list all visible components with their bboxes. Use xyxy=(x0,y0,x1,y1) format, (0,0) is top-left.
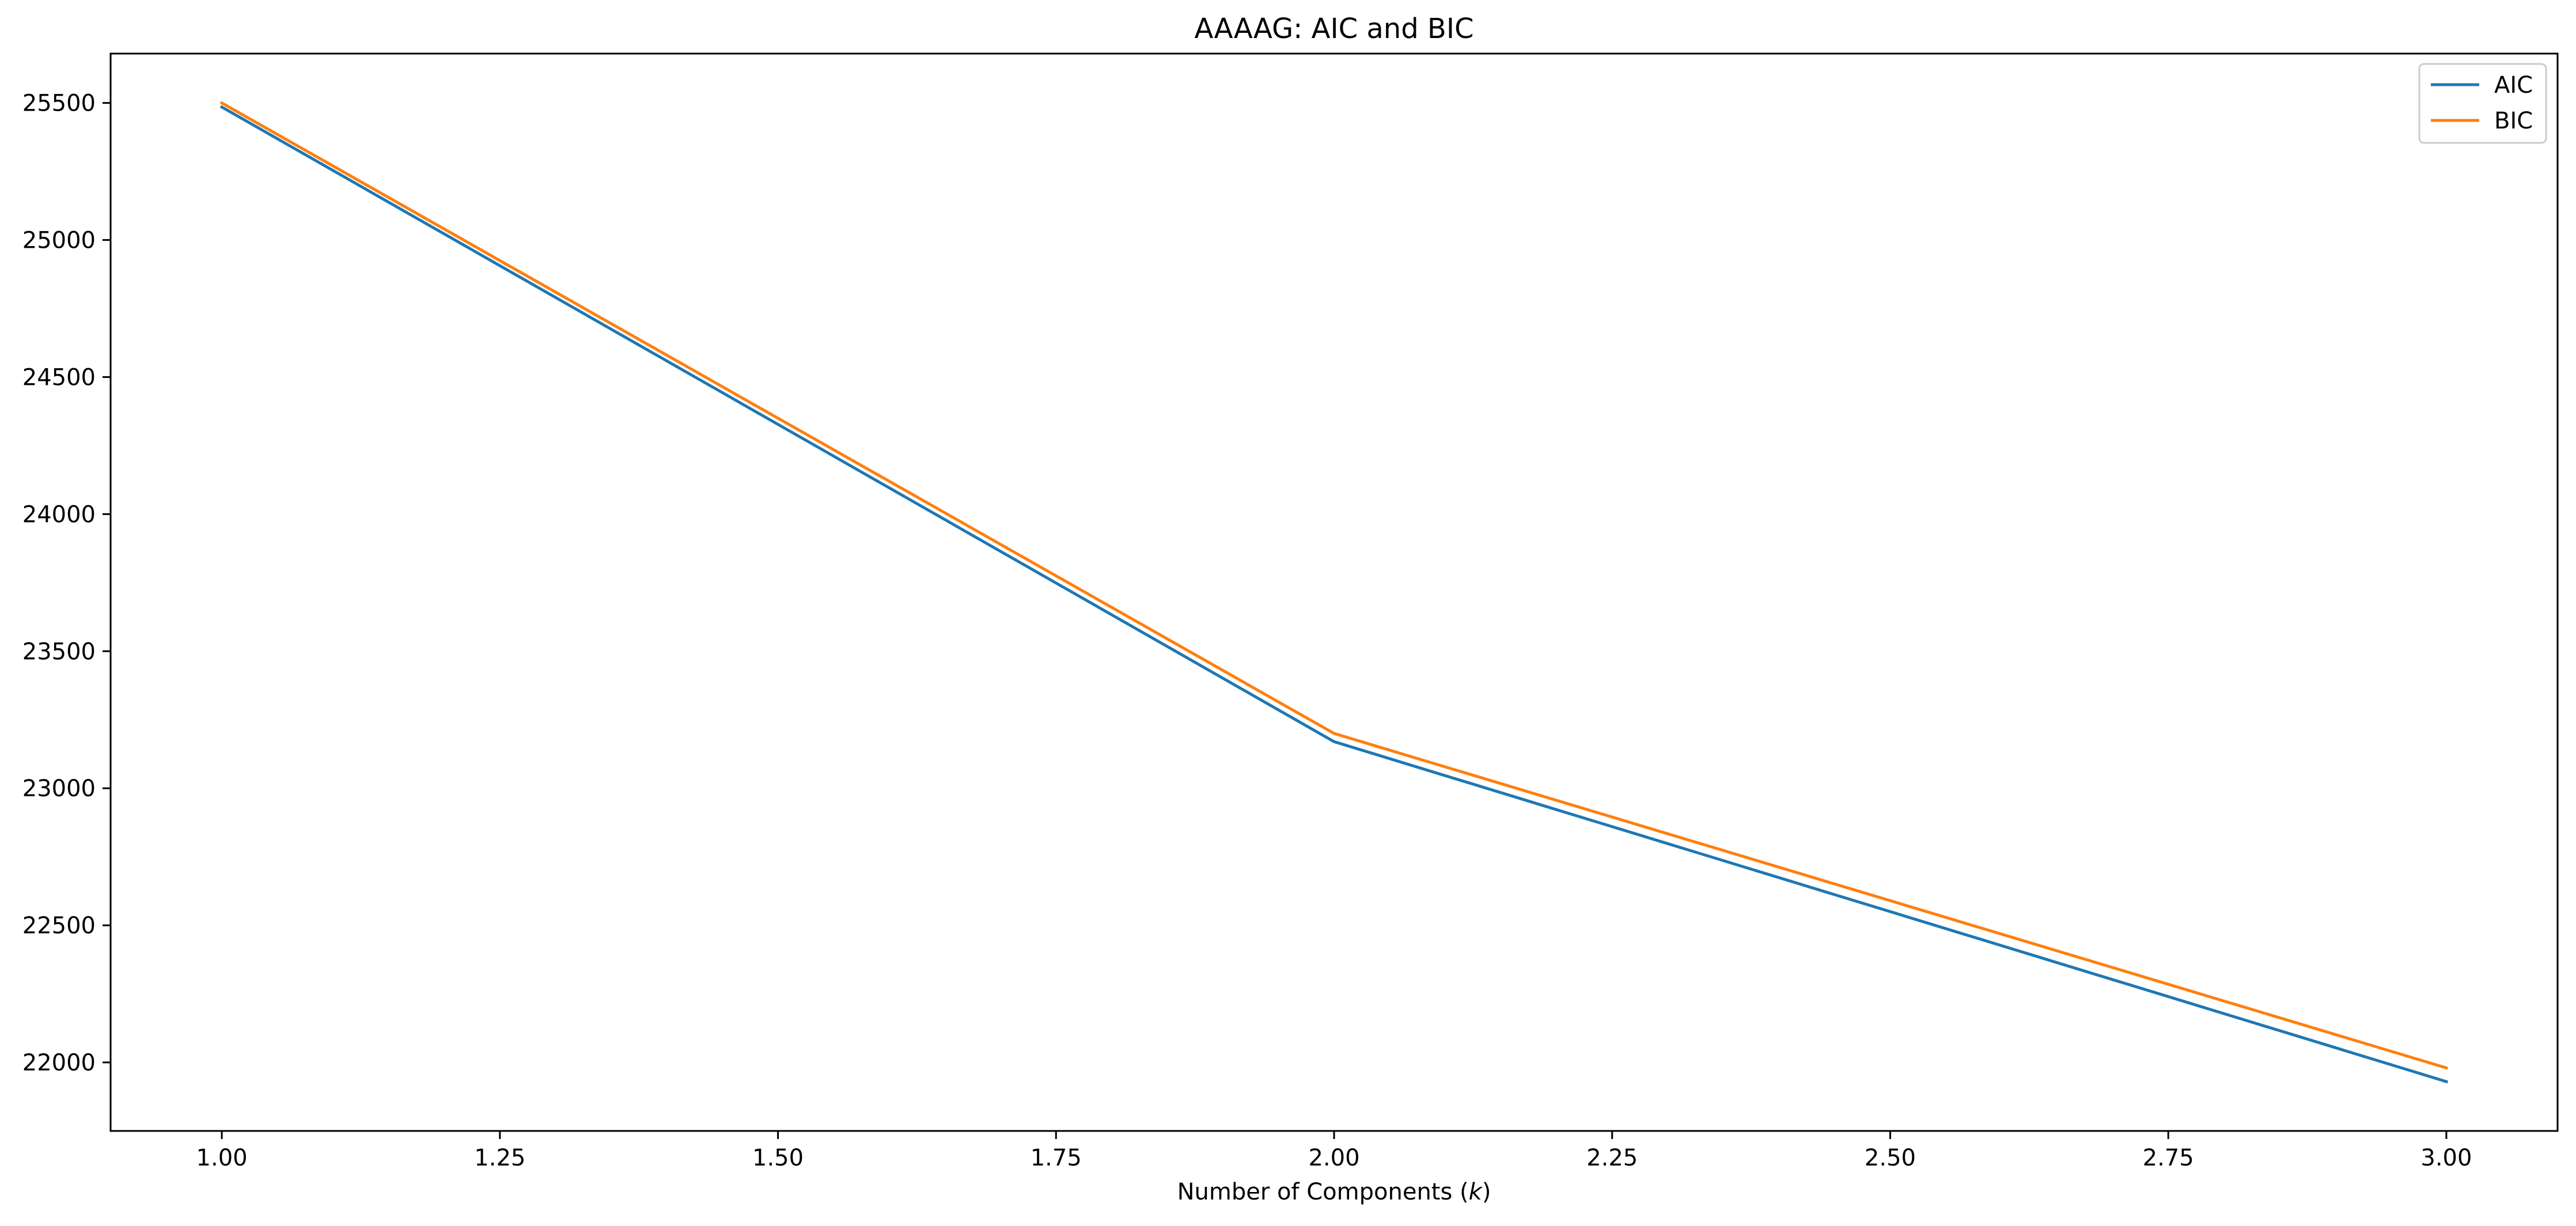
x-tick-label: 1.25 xyxy=(474,1145,525,1171)
plot-area-frame xyxy=(109,52,2559,1132)
x-tick-label: 2.75 xyxy=(2143,1145,2194,1171)
series-line-aic xyxy=(219,105,2449,1084)
x-tick-label: 3.00 xyxy=(2420,1145,2472,1171)
x-tick-label: 1.75 xyxy=(1031,1145,1082,1171)
y-tick-label: 22500 xyxy=(22,913,96,939)
x-axis-label-close: ) xyxy=(1482,1179,1491,1205)
legend-label-aic: AIC xyxy=(2494,72,2533,99)
x-tick-label: 2.50 xyxy=(1865,1145,1916,1171)
chart-title: AAAAG: AIC and BIC xyxy=(1194,13,1473,45)
series-line-bic xyxy=(219,101,2449,1070)
y-tick-label: 22000 xyxy=(22,1050,96,1076)
legend: AIC BIC xyxy=(2418,63,2547,144)
x-axis-label: Number of Components (k) xyxy=(1177,1179,1491,1205)
x-tick-label: 1.00 xyxy=(196,1145,248,1171)
legend-label-bic: BIC xyxy=(2494,108,2533,134)
series-lines xyxy=(219,101,2449,1084)
x-axis-label-text: Number of Components ( xyxy=(1177,1179,1469,1205)
y-tick-label: 24500 xyxy=(22,364,96,391)
y-tick-label: 24000 xyxy=(22,501,96,528)
x-tick-label: 2.00 xyxy=(1308,1145,1359,1171)
y-tick-label: 23500 xyxy=(22,638,96,665)
x-tick-label: 1.50 xyxy=(752,1145,804,1171)
x-axis-ticks: 1.00 1.25 1.50 1.75 2.00 2.25 2.50 2.75 3.00 xyxy=(196,1131,2472,1171)
y-tick-label: 25500 xyxy=(22,90,96,117)
x-axis-label-variable: k xyxy=(1469,1179,1483,1205)
x-tick-label: 2.25 xyxy=(1586,1145,1638,1171)
y-axis-ticks: 22000 22500 23000 23500 24000 24500 25000 25500 xyxy=(22,90,111,1076)
y-tick-label: 23000 xyxy=(22,775,96,802)
y-tick-label: 25000 xyxy=(22,228,96,254)
